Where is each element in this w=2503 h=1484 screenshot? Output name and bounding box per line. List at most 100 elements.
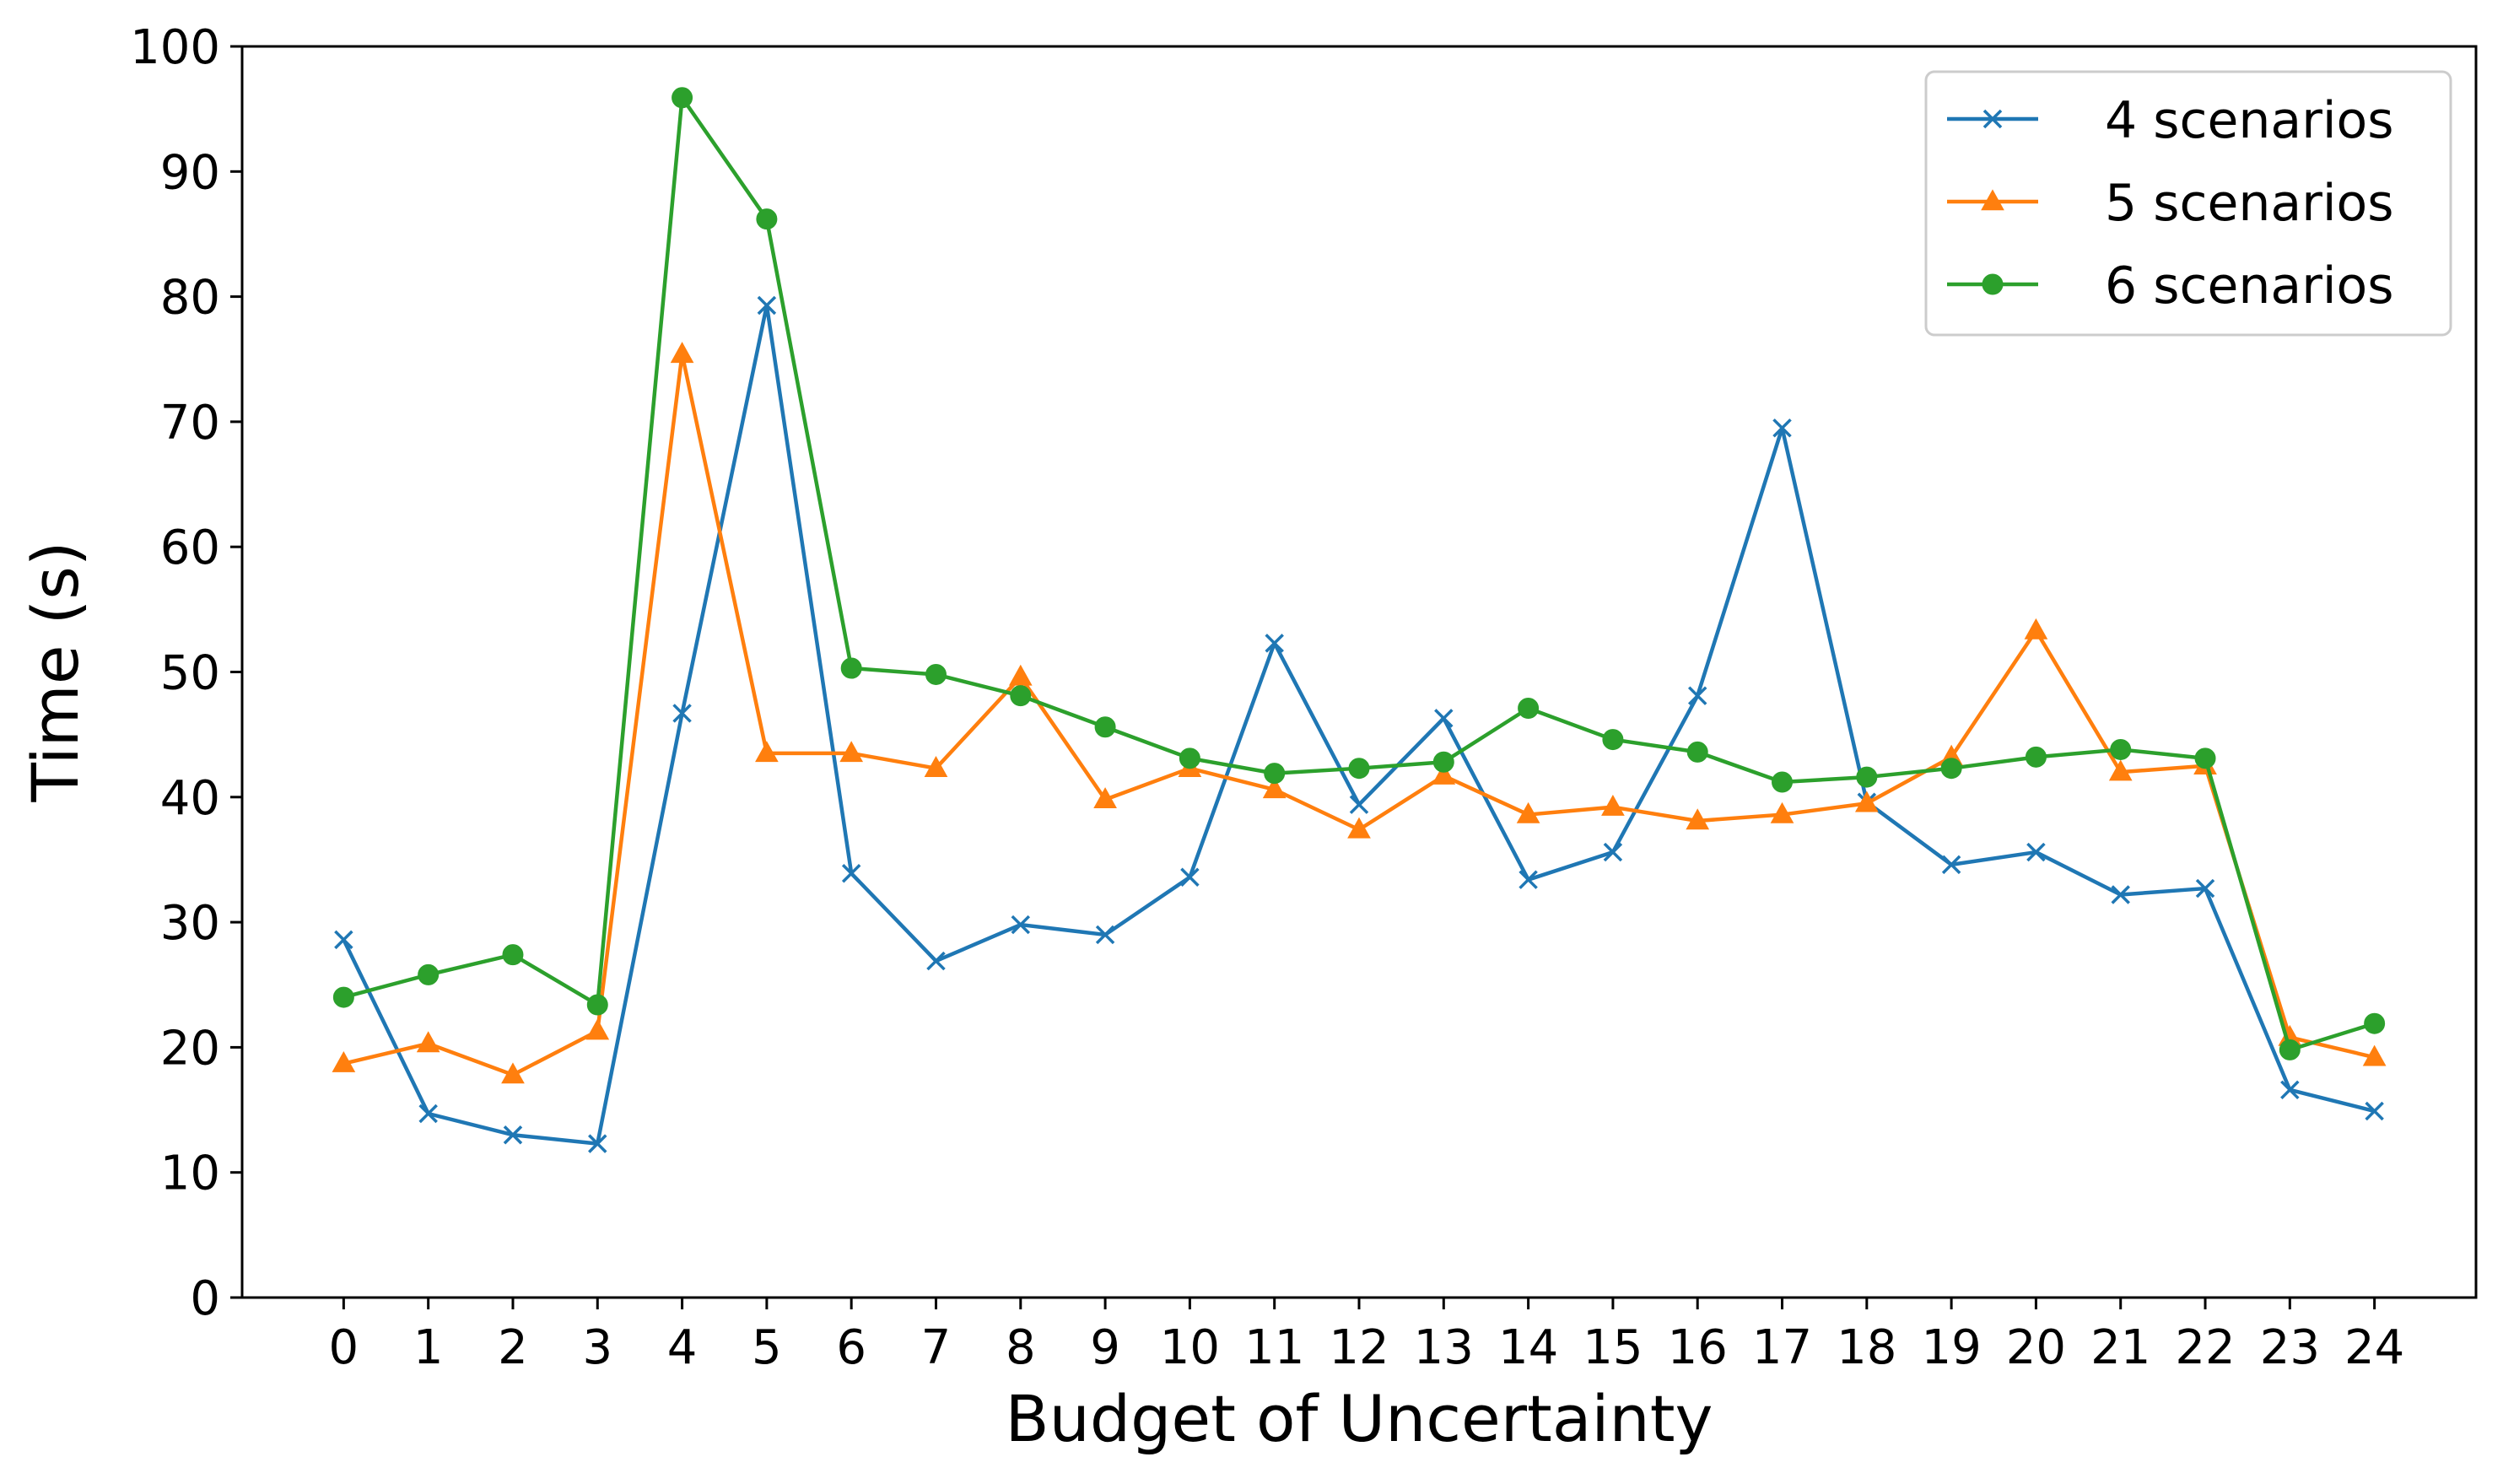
data-point: [1772, 771, 1794, 793]
y-tick-label: 10: [160, 1147, 220, 1201]
data-point: [1601, 794, 1625, 816]
data-point: [2025, 746, 2047, 768]
x-tick-label: 0: [329, 1320, 359, 1375]
y-tick-label: 20: [160, 1021, 220, 1076]
data-point: [925, 663, 947, 685]
legend: 4 scenarios 5 scenarios 6 scenarios: [1924, 70, 2452, 337]
data-point: [672, 87, 693, 109]
data-point: [755, 741, 779, 763]
legend-item: 5 scenarios: [1947, 174, 2394, 233]
legend-label: 4 scenarios: [2105, 91, 2394, 150]
data-point: [418, 963, 440, 985]
data-point: [670, 342, 694, 364]
data-point: [1686, 808, 1710, 830]
data-point: [1770, 801, 1794, 823]
x-tick-label: 24: [2344, 1320, 2404, 1375]
data-point: [1516, 801, 1540, 823]
y-axis-ticks: 0 10 20 30 40 50 60 70 80 90 100: [130, 20, 242, 1326]
x-tick-label: 15: [1583, 1320, 1643, 1375]
data-point: [926, 951, 946, 971]
series-1: [334, 295, 2384, 1153]
data-point: [2279, 1039, 2301, 1060]
series-2: [332, 342, 2387, 1084]
x-tick-label: 8: [1006, 1320, 1036, 1375]
x-tick-label: 17: [1752, 1320, 1812, 1375]
y-tick-label: 90: [160, 145, 220, 200]
data-point: [2362, 1044, 2387, 1066]
data-point: [588, 1134, 607, 1153]
data-point: [1687, 686, 1707, 705]
data-point: [2111, 885, 2130, 904]
y-tick-label: 80: [160, 271, 220, 326]
data-point: [672, 704, 692, 723]
data-point: [1180, 867, 1200, 887]
x-tick-label: 19: [1921, 1320, 1981, 1375]
y-tick-label: 30: [160, 896, 220, 951]
legend-marker: [1982, 109, 2003, 129]
x-tick-label: 9: [1090, 1320, 1120, 1375]
x-tick-label: 2: [498, 1320, 528, 1375]
legend-label: 6 scenarios: [2105, 256, 2394, 316]
data-point: [2365, 1101, 2384, 1121]
x-tick-label: 11: [1244, 1320, 1304, 1375]
x-tick-label: 7: [921, 1320, 952, 1375]
series-3: [332, 87, 2386, 1060]
data-point: [1265, 634, 1284, 653]
data-point: [1602, 729, 1624, 751]
x-tick-label: 10: [1160, 1320, 1220, 1375]
legend-marker: [1982, 273, 2004, 295]
data-point: [1941, 855, 1961, 875]
data-point: [756, 208, 778, 230]
legend-box: [1924, 70, 2452, 337]
legend-marker: [1981, 189, 2004, 211]
data-point: [2108, 759, 2133, 781]
data-point: [1434, 709, 1454, 728]
data-point: [1772, 418, 1792, 438]
data-point: [418, 1104, 438, 1124]
x-axis-ticks: 0 1 2 3 4 5 6 7 8 9 10 11 12 13 14 15 16 17 18 19 20 21 22 23 24: [329, 1298, 2404, 1375]
data-point: [1856, 766, 1878, 788]
data-point: [586, 994, 608, 1016]
data-point: [1603, 842, 1623, 862]
data-point: [2364, 1012, 2386, 1034]
series-layer: [332, 87, 2387, 1153]
data-point: [1262, 777, 1287, 799]
data-point: [1093, 787, 1117, 809]
x-tick-label: 4: [667, 1320, 698, 1375]
y-axis-label: Time (s): [18, 541, 93, 802]
y-tick-label: 50: [160, 646, 220, 701]
data-point: [1094, 716, 1116, 738]
x-tick-label: 22: [2175, 1320, 2235, 1375]
x-tick-label: 16: [1668, 1320, 1728, 1375]
x-tick-label: 3: [582, 1320, 612, 1375]
data-point: [332, 986, 354, 1008]
data-point: [1179, 747, 1200, 769]
data-point: [2195, 878, 2215, 898]
x-axis-label: Budget of Uncertainty: [1006, 1381, 1713, 1456]
plot-frame: [240, 45, 2478, 1299]
data-point: [1348, 758, 1370, 780]
data-point: [2026, 842, 2046, 862]
y-tick-label: 60: [160, 521, 220, 575]
x-tick-label: 12: [1329, 1320, 1389, 1375]
data-point: [1940, 758, 1962, 780]
x-tick-label: 6: [836, 1320, 866, 1375]
data-point: [1854, 791, 1879, 812]
data-point: [502, 944, 524, 966]
x-tick-label: 1: [413, 1320, 444, 1375]
data-point: [1264, 763, 1286, 785]
y-tick-label: 70: [160, 396, 220, 451]
data-point: [503, 1125, 523, 1145]
data-point: [2194, 747, 2216, 769]
data-point: [757, 295, 777, 316]
data-point: [840, 657, 862, 679]
data-point: [1686, 741, 1708, 763]
data-point: [2280, 1080, 2300, 1100]
y-tick-label: 0: [190, 1271, 220, 1326]
data-point: [1519, 870, 1538, 889]
data-point: [2024, 618, 2048, 639]
data-point: [332, 1050, 356, 1072]
data-point: [2110, 738, 2132, 760]
y-tick-label: 40: [160, 771, 220, 826]
